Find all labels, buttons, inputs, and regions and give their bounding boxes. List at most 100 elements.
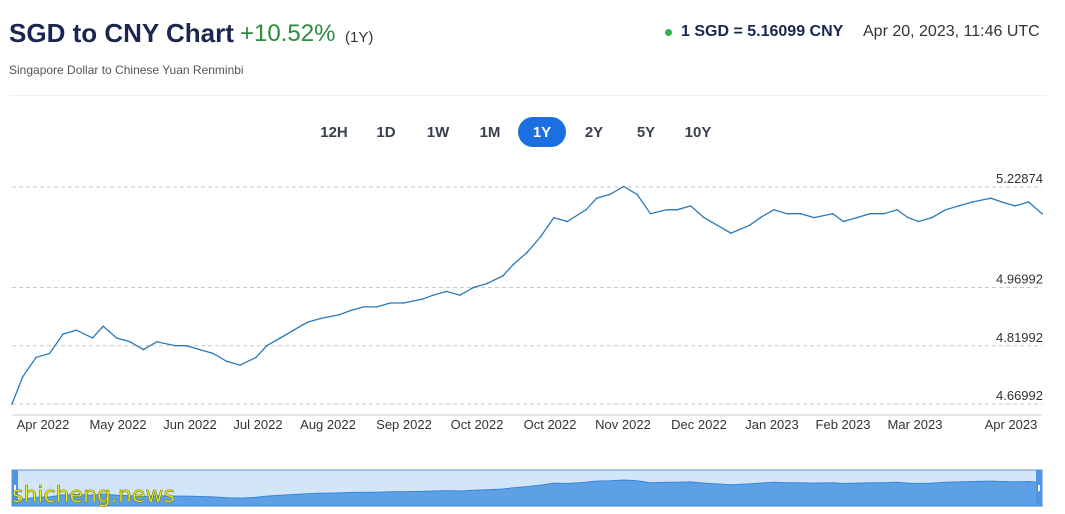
change-period: (1Y): [345, 29, 374, 46]
data-point: [716, 224, 719, 227]
x-tick-label: Mar 2023: [888, 417, 943, 432]
data-point: [595, 197, 598, 199]
data-point: [375, 306, 378, 308]
data-point: [636, 193, 638, 196]
x-axis-labels: Apr 2022 May 2022 Jun 2022 Jul 2022 Aug 2022…: [17, 417, 1038, 432]
data-point: [239, 364, 241, 366]
range-button-10y[interactable]: 10Y: [684, 123, 712, 141]
data-point: [432, 294, 434, 297]
data-point: [1027, 201, 1030, 203]
data-point: [703, 216, 705, 219]
rate-line: [11, 185, 1043, 405]
current-rate: 1 SGD = 5.16099 CNY: [681, 23, 844, 40]
data-point: [485, 282, 488, 285]
rate-series: [11, 185, 1043, 405]
x-tick-label: Feb 2023: [816, 417, 871, 432]
chart-header: SGD to CNY Chart +10.52% (1Y) Singapore …: [0, 0, 1065, 96]
data-point: [21, 375, 24, 378]
data-point: [142, 348, 145, 351]
data-point: [585, 209, 587, 211]
y-axis-labels: 5.22874 4.96992 4.81992 4.66992: [996, 171, 1043, 403]
range-navigator[interactable]: [11, 469, 1043, 507]
x-tick-label: Oct 2022: [524, 417, 577, 432]
data-point: [553, 216, 555, 219]
data-point: [917, 220, 920, 223]
range-button-5y[interactable]: 5Y: [636, 123, 656, 141]
data-point: [48, 352, 51, 355]
navigator-area: [11, 479, 1043, 507]
data-point: [75, 329, 78, 331]
page-subtitle: Singapore Dollar to Chinese Yuan Renminb…: [9, 63, 244, 77]
data-point: [990, 197, 992, 199]
data-point: [459, 294, 461, 297]
data-point: [676, 209, 679, 211]
data-point: [971, 201, 974, 203]
x-tick-label: Dec 2022: [671, 417, 727, 432]
data-point: [174, 344, 177, 347]
data-point: [665, 209, 668, 211]
header-divider: [9, 95, 1047, 96]
data-point: [225, 360, 228, 363]
data-point: [445, 290, 448, 293]
data-point: [609, 193, 611, 196]
rate-timestamp: Apr 20, 2023, 11:46 UTC: [863, 23, 1040, 40]
live-status-icon: [665, 29, 672, 36]
data-point: [944, 209, 947, 211]
x-tick-label: May 2022: [89, 417, 146, 432]
data-point: [279, 337, 282, 339]
x-tick-label: Aug 2022: [300, 417, 356, 432]
data-point: [266, 344, 268, 347]
time-range-selector: 12H 1D 1W 1M 1Y 2Y 5Y 10Y: [310, 117, 726, 147]
y-tick-label: 4.81992: [996, 330, 1043, 345]
range-button-1m[interactable]: 1M: [479, 123, 501, 141]
data-point: [730, 232, 732, 234]
data-point: [35, 356, 37, 359]
data-point: [349, 309, 351, 312]
navigator-left-grip: [14, 485, 16, 491]
data-point: [931, 216, 933, 219]
data-point: [526, 251, 528, 254]
data-point: [772, 209, 775, 211]
x-tick-label: Oct 2022: [451, 417, 504, 432]
change-percent: +10.52%: [240, 20, 336, 47]
data-point: [91, 337, 94, 339]
navigator-right-grip: [1038, 485, 1040, 491]
data-point: [869, 212, 872, 215]
data-point: [512, 263, 515, 265]
range-button-1d[interactable]: 1D: [376, 123, 396, 141]
data-point: [786, 212, 788, 215]
data-point: [1014, 205, 1016, 207]
data-point: [62, 333, 64, 335]
data-point: [882, 212, 885, 215]
y-tick-label: 4.66992: [996, 388, 1043, 403]
data-point: [856, 216, 858, 219]
data-point: [566, 220, 569, 223]
x-tick-label: Jan 2023: [745, 417, 799, 432]
data-point: [1041, 212, 1043, 215]
x-tick-label: Nov 2022: [595, 417, 651, 432]
data-point: [115, 337, 118, 339]
x-tick-label: Sep 2022: [376, 417, 432, 432]
data-point: [842, 220, 845, 223]
x-tick-label: Jul 2022: [233, 417, 282, 432]
range-button-12h[interactable]: 12H: [320, 123, 348, 141]
y-tick-label: 5.22874: [996, 171, 1043, 186]
data-point: [689, 205, 692, 207]
data-point: [502, 275, 504, 277]
data-point: [421, 298, 424, 300]
page-title: SGD to CNY Chart: [9, 18, 234, 48]
data-point: [896, 209, 898, 211]
data-point: [362, 306, 365, 308]
data-point: [255, 356, 257, 359]
data-point: [622, 185, 625, 188]
data-point: [319, 317, 322, 320]
range-button-2y[interactable]: 2Y: [584, 123, 604, 141]
data-point: [102, 325, 104, 328]
data-point: [306, 321, 308, 324]
data-point: [129, 341, 131, 343]
data-point: [907, 216, 909, 219]
range-button-1w[interactable]: 1W: [426, 123, 450, 141]
data-point: [292, 329, 295, 331]
range-button-1y[interactable]: 1Y: [518, 117, 566, 147]
